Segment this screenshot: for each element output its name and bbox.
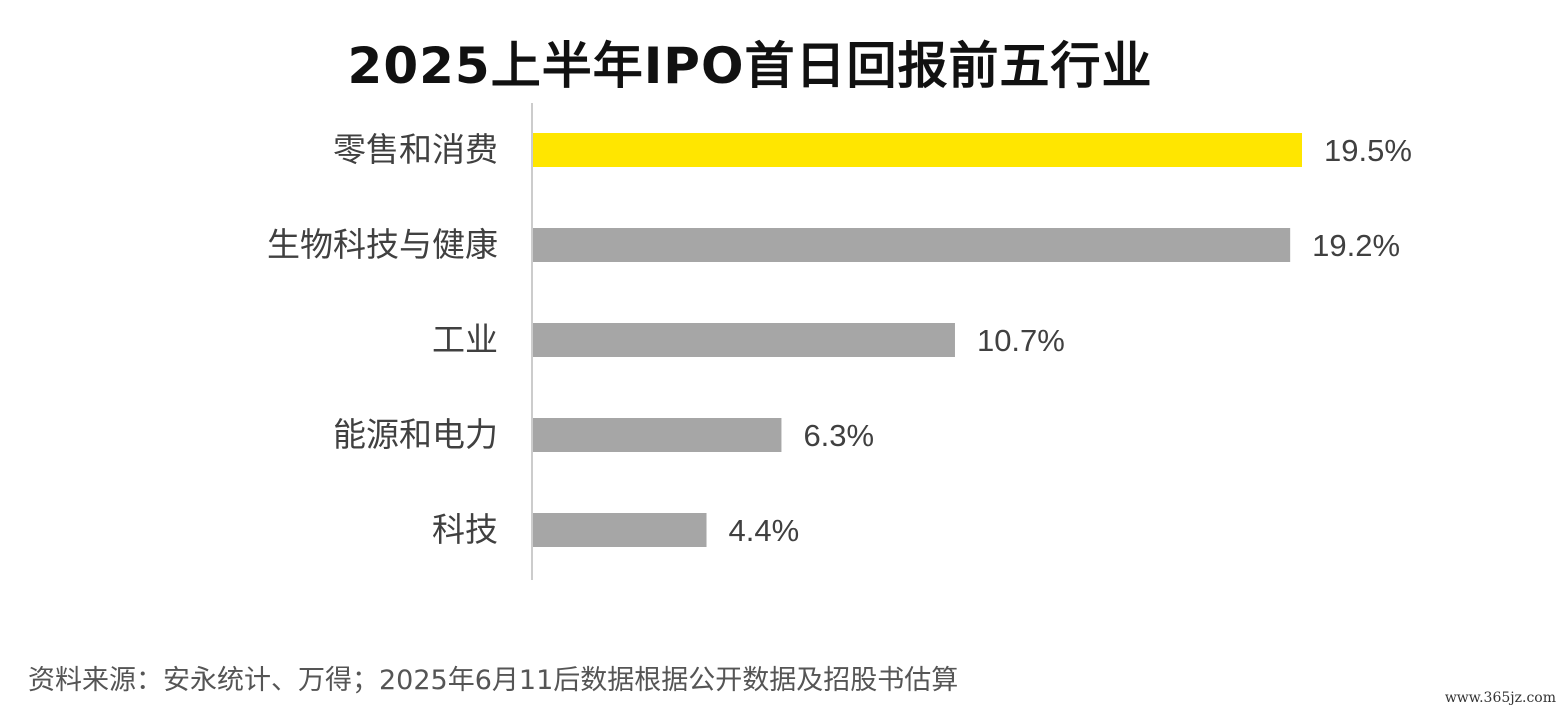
source-note: 资料来源：安永统计、万得；2025年6月11后数据根据公开数据及招股书估算 [28, 665, 959, 696]
data-label: 19.2% [1312, 228, 1400, 263]
category-label: 生物科技与健康 [267, 225, 498, 264]
bar [533, 323, 955, 357]
bar [533, 513, 707, 547]
bar [533, 418, 782, 452]
category-label: 科技 [432, 510, 498, 549]
chart-title: 2025上半年IPO首日回报前五行业 [347, 37, 1153, 95]
data-label: 19.5% [1324, 133, 1412, 168]
category-label: 能源和电力 [333, 415, 498, 454]
data-label: 10.7% [977, 323, 1065, 358]
bar [533, 228, 1291, 262]
bars-layer: 零售和消费 19.5% 生物科技与健康 19.2% 工业 10.7% 能源和电力 6.3% 科技… [267, 130, 1412, 549]
data-label: 4.4% [729, 513, 800, 548]
watermark: www.365jz.com [1444, 690, 1556, 706]
category-label: 零售和消费 [333, 130, 498, 169]
data-label: 6.3% [803, 418, 874, 453]
category-label: 工业 [432, 320, 498, 359]
bar [533, 133, 1302, 167]
